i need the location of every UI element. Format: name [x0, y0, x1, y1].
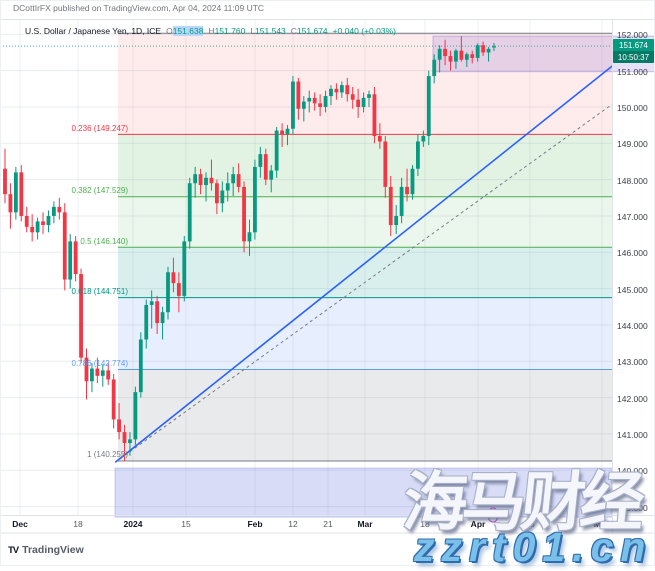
time-axis-label: 12: [288, 519, 298, 529]
symbol-name[interactable]: U.S. Dollar / Japanese Yen, 1D, ICE: [25, 26, 162, 36]
time-axis-label: Feb: [247, 519, 263, 529]
price-axis-label: 148.000: [617, 175, 648, 186]
fib-label-0382: 0.382 (147.529): [71, 186, 129, 195]
low-label: L: [250, 26, 256, 36]
price-axis-label: 149.000: [617, 139, 648, 150]
last-price-value: 151.674: [613, 39, 654, 51]
tradingview-logo-icon: TV: [8, 544, 19, 556]
change-value: +0.040 (+0.03%): [332, 26, 396, 36]
fib-label-1: 1 (140.255): [87, 450, 128, 460]
fib-bands: [118, 33, 612, 461]
high-label: H: [208, 26, 215, 36]
fib-label-05: 0.5 (146.140): [80, 236, 128, 246]
dashed-trendline: [114, 103, 613, 463]
time-axis-label: 18: [73, 519, 83, 529]
close-label: C: [290, 26, 297, 36]
fib-level-lines: [118, 32, 612, 462]
time-axis-label: 18: [420, 519, 430, 529]
published-bar: DCottIrFX published on TradingView.com, …: [13, 3, 265, 13]
time-axis-label: Mar: [357, 519, 373, 529]
event-marker-icon: ϟ: [487, 507, 499, 523]
time-axis-label: May: [593, 519, 611, 529]
time-axis-label: Dec: [12, 519, 28, 529]
time-axis-label: 15: [181, 519, 191, 529]
price-axis-label: 146.000: [617, 248, 648, 259]
price-axis-label: 152.000: [617, 30, 648, 41]
close-value: 151.674: [296, 26, 328, 36]
candlestick-series: [3, 36, 496, 462]
symbol-legend: U.S. Dollar / Japanese Yen, 1D, ICE O151.…: [25, 26, 396, 36]
time-axis-label: 15: [525, 519, 535, 529]
fib-label-0786: 0.786 (142.774): [71, 358, 129, 368]
last-price-badge: 151.674 10:50:37: [613, 39, 654, 63]
gridlines: [0, 20, 612, 515]
price-axis-label: 139.000: [617, 502, 648, 513]
tradingview-brand-text: TradingView: [22, 544, 84, 556]
price-axis-label: 147.000: [617, 211, 648, 222]
price-axis-label: 145.000: [617, 284, 648, 295]
fib-label-0236: 0.236 (149.247): [71, 123, 129, 133]
open-value: 151.638: [172, 26, 204, 36]
svg-text:ϟ: ϟ: [491, 511, 496, 520]
price-axis-label: 150.000: [617, 103, 648, 113]
bar-countdown: 10:50:37: [613, 51, 654, 63]
open-label: O: [166, 26, 173, 36]
time-axis-label: 2024: [123, 519, 143, 529]
price-axis-label: 151.000: [617, 66, 648, 77]
low-value: 151.543: [255, 26, 286, 36]
price-axis-label: 141.000: [617, 429, 648, 440]
fib-label-0618: 0.618 (144.751): [71, 287, 129, 296]
price-axis-label: 143.000: [617, 357, 648, 368]
bottom-range-box: [114, 467, 613, 518]
price-axis-label: 140.000: [617, 466, 648, 477]
time-axis-label: 21: [323, 519, 333, 529]
tradingview-brand-link[interactable]: TV TradingView: [8, 544, 84, 556]
solid-trendline: [114, 65, 613, 463]
high-value: 151.760: [214, 26, 246, 36]
price-axis-label: 144.000: [617, 320, 648, 331]
time-axis-label: Apr: [470, 519, 486, 529]
price-axis-label: 142.000: [617, 393, 648, 404]
